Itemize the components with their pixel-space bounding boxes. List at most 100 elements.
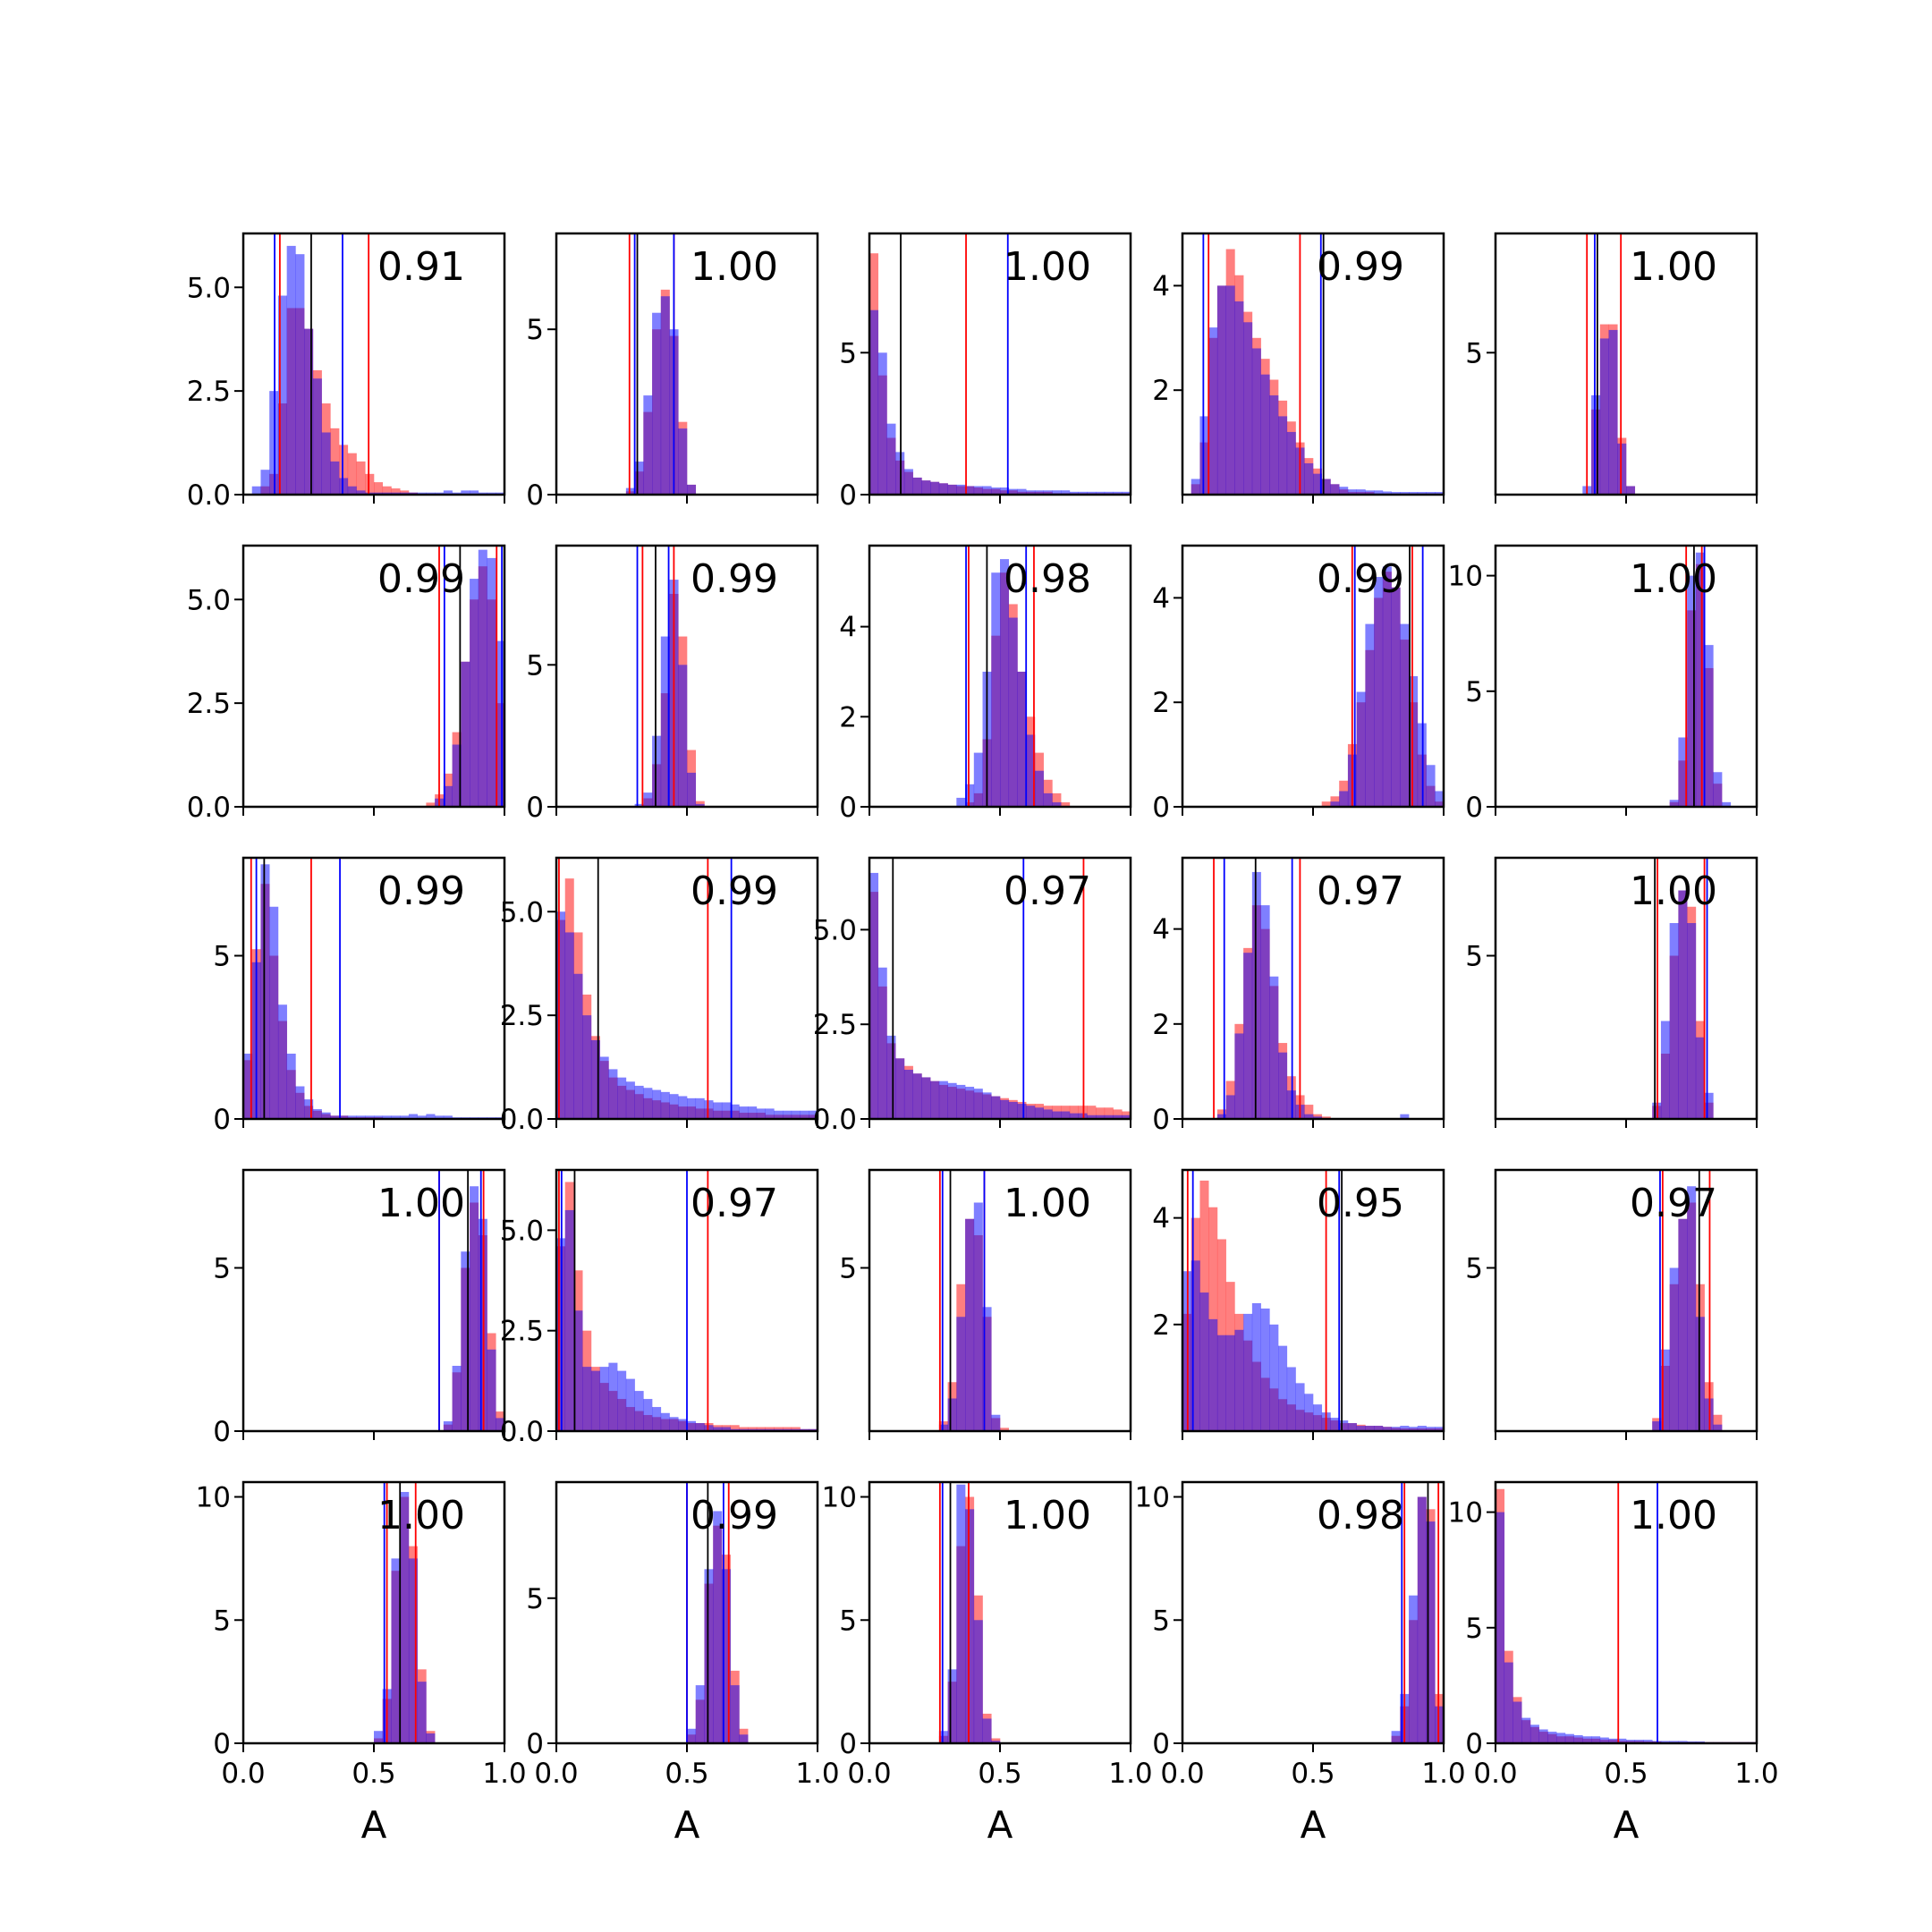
blue-bar: [695, 1685, 705, 1743]
blue-bar: [886, 423, 896, 495]
y-tick-label: 2.5: [500, 1000, 544, 1032]
y-tick-label: 0: [839, 792, 857, 824]
blue-bar: [1556, 1733, 1566, 1743]
blue-bar: [1260, 1308, 1270, 1431]
blue-bar: [1278, 1052, 1288, 1119]
blue-bar: [443, 1421, 453, 1431]
blue-bar: [1669, 1267, 1679, 1431]
x-tick-label: 1.0: [1421, 1758, 1465, 1790]
blue-bar: [1043, 490, 1053, 495]
red-bar: [382, 486, 392, 495]
blue-bar: [869, 309, 879, 495]
blue-bar: [1669, 923, 1679, 1119]
blue-bar: [1582, 1736, 1592, 1743]
red-bar: [730, 1425, 740, 1431]
blue-bar: [1304, 1114, 1314, 1119]
blue-bar: [965, 486, 975, 495]
blue-bar: [1216, 285, 1226, 495]
blue-bar: [1234, 1329, 1244, 1431]
histogram-bars: [1669, 546, 1732, 807]
blue-bar: [1043, 1109, 1053, 1119]
blue-bar: [721, 1427, 731, 1431]
panel-score-label: 0.99: [691, 1493, 778, 1538]
red-bar: [365, 473, 375, 495]
red-bar: [1096, 1107, 1106, 1119]
panel-score-label: 0.99: [691, 869, 778, 914]
y-tick-label: 5: [839, 1605, 857, 1637]
blue-bar: [1034, 1107, 1044, 1119]
blue-bar: [365, 1115, 375, 1119]
blue-bar: [1426, 765, 1436, 807]
blue-bar: [1626, 486, 1636, 495]
blue-bar: [1225, 285, 1235, 495]
x-tick-label: 0.0: [534, 1758, 578, 1790]
y-tick-label: 2: [1152, 375, 1170, 407]
blue-bar: [277, 295, 287, 495]
blue-bar: [1087, 1114, 1097, 1119]
panel-score-label: 0.99: [377, 869, 465, 914]
blue-bar: [886, 1035, 896, 1119]
blue-bar: [660, 296, 670, 495]
y-tick-label: 5: [213, 1605, 231, 1637]
y-tick-label: 0: [1465, 1728, 1483, 1760]
blue-bar: [938, 1424, 948, 1431]
blue-bar: [1356, 489, 1366, 495]
blue-bar: [312, 1109, 322, 1119]
blue-bar: [617, 1077, 627, 1119]
blue-bar: [1504, 1662, 1513, 1743]
blue-bar: [678, 428, 688, 495]
blue-bar: [704, 1425, 714, 1431]
y-tick-label: 5: [839, 337, 857, 369]
blue-bar: [1513, 1701, 1522, 1743]
blue-bar: [1008, 1101, 1018, 1119]
y-tick-label: 0: [213, 1416, 231, 1448]
blue-bar: [1339, 1420, 1349, 1431]
red-bar: [426, 802, 436, 807]
x-tick-label: 0.5: [978, 1758, 1021, 1790]
blue-bar: [1286, 1367, 1296, 1431]
x-axis-label: A: [361, 1803, 387, 1847]
blue-bar: [1521, 1717, 1531, 1743]
blue-bar: [903, 1069, 913, 1119]
y-tick-label: 4: [1152, 914, 1170, 946]
y-tick-label: 5: [1465, 337, 1483, 369]
y-tick-label: 10: [1448, 1497, 1483, 1530]
histogram-panel-2: 051.00: [526, 232, 819, 512]
blue-bar: [1104, 491, 1114, 495]
blue-bar: [1382, 566, 1392, 807]
blue-bar: [721, 1102, 731, 1119]
blue-bar: [496, 1418, 504, 1431]
blue-bar: [660, 1091, 670, 1119]
blue-bar: [704, 1569, 714, 1743]
blue-bar: [704, 1100, 714, 1119]
x-tick-label: 1.0: [1108, 1758, 1152, 1790]
blue-bar: [1400, 1114, 1410, 1119]
y-tick-label: 5: [526, 1583, 544, 1615]
histogram-bars: [1652, 858, 1714, 1119]
panel-score-label: 0.99: [1317, 244, 1404, 290]
histogram-panel-12: 0.0 2.5 5.0 0.99: [500, 856, 819, 1136]
red-bar: [391, 488, 401, 495]
blue-bar: [1626, 1740, 1636, 1743]
x-tick-label: 0.5: [1604, 1758, 1648, 1790]
blue-bar: [1017, 488, 1027, 495]
blue-bar: [1269, 395, 1279, 495]
blue-bar: [809, 1110, 818, 1119]
blue-bar: [652, 735, 662, 807]
histogram-bars: [1191, 233, 1444, 495]
histogram-bars: [1582, 233, 1636, 495]
blue-bar: [687, 772, 697, 807]
blue-bar: [1026, 1106, 1036, 1119]
histogram-bars: [556, 858, 818, 1119]
blue-bar: [721, 1569, 731, 1743]
histogram-bars: [1182, 1170, 1444, 1431]
panel-score-label: 1.00: [1630, 244, 1717, 290]
histogram-bars: [1652, 1170, 1723, 1431]
y-tick-label: 0: [839, 1728, 857, 1760]
blue-bar: [1382, 491, 1392, 495]
blue-bar: [1660, 1741, 1670, 1743]
blue-bar: [443, 785, 453, 807]
blue-bar: [965, 784, 975, 807]
histogram-bars: [634, 546, 705, 807]
panel-score-label: 0.97: [1317, 869, 1404, 914]
